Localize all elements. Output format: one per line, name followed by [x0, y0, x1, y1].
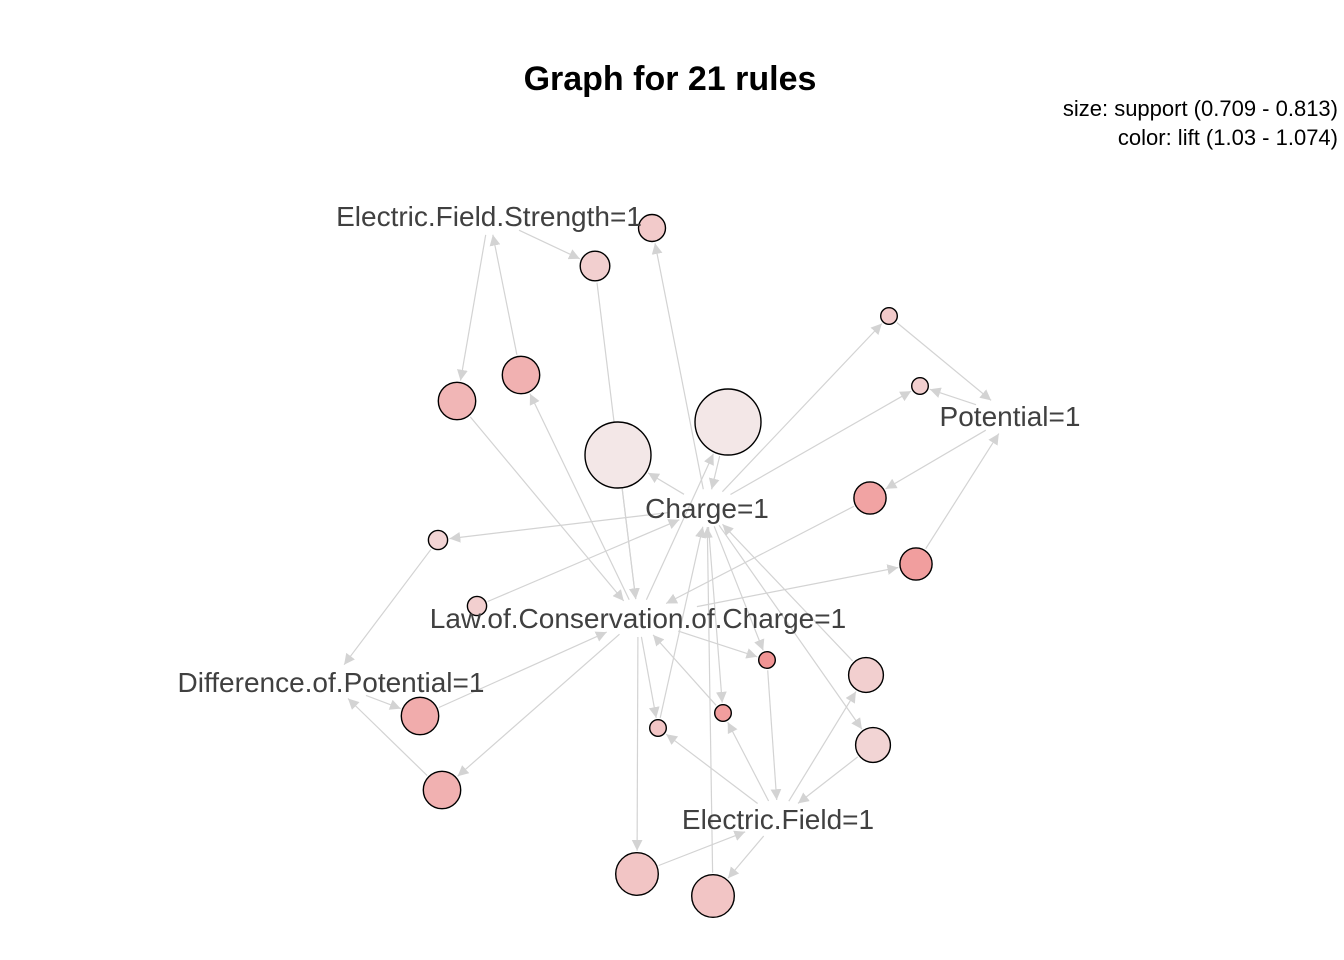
- item-label-diff: Difference.of.Potential=1: [178, 667, 485, 698]
- edge-ef-to-r14: [788, 691, 857, 802]
- edge-r6-to-efs: [489, 234, 518, 355]
- rule-node-r10: [899, 547, 933, 581]
- edge-r21-to-charge: [702, 526, 714, 873]
- edge-ef-to-r21: [727, 835, 765, 879]
- item-label-potential: Potential=1: [940, 401, 1081, 432]
- item-label-charge: Charge=1: [645, 493, 769, 524]
- edge-law-to-r15: [640, 636, 660, 719]
- edge-ef-to-r16: [727, 721, 770, 802]
- legend-size: size: support (0.709 - 0.813): [1063, 96, 1338, 121]
- edge-charge-to-r3: [721, 323, 883, 493]
- rule-node-r13: [758, 651, 777, 670]
- edge-potential-to-r4: [929, 387, 977, 406]
- edge-charge-to-r4: [730, 390, 912, 496]
- rule-nodes-layer: [400, 213, 933, 919]
- edge-r13-to-ef: [767, 670, 782, 801]
- item-label-law: Law.of.Conservation.of.Charge=1: [430, 603, 846, 634]
- edge-charge-to-r13: [713, 526, 765, 651]
- rule-node-r3: [880, 307, 899, 326]
- edge-r3-to-potential: [896, 322, 992, 401]
- edge-r7-to-law: [621, 489, 640, 600]
- edge-r14-to-charge: [722, 523, 854, 662]
- edge-efs-to-r2: [518, 229, 581, 260]
- rule-node-r17: [854, 726, 892, 764]
- rule-node-r4: [911, 377, 930, 396]
- rule-node-r20: [615, 852, 660, 897]
- edge-law-to-r6: [529, 393, 630, 601]
- rule-node-r1: [637, 213, 667, 243]
- edge-r9-to-law: [665, 505, 855, 605]
- item-label-efs: Electric.Field.Strength=1: [336, 201, 642, 232]
- edge-r11-to-diff: [343, 548, 432, 666]
- edges-layer: [343, 229, 1000, 879]
- edge-r12-to-charge: [487, 519, 680, 603]
- rule-node-r11: [427, 529, 449, 551]
- edge-r8-to-charge: [708, 455, 721, 490]
- rule-node-r19: [422, 770, 462, 810]
- edge-charge-to-r16: [707, 526, 727, 703]
- edge-charge-to-r7: [647, 472, 685, 495]
- rule-node-r21: [691, 874, 736, 919]
- edge-r15-to-charge: [659, 526, 706, 719]
- edge-r19-to-diff: [347, 698, 428, 777]
- legend-color: color: lift (1.03 - 1.074): [1118, 125, 1338, 150]
- edge-law-to-r20: [631, 636, 643, 851]
- graph-title: Graph for 21 rules: [524, 60, 817, 98]
- edge-efs-to-r5: [457, 234, 487, 381]
- rule-node-r6: [501, 355, 541, 395]
- rule-node-r9: [853, 481, 887, 515]
- rule-node-r5: [437, 381, 477, 421]
- edge-ef-to-r15: [665, 733, 758, 804]
- item-labels-layer: Electric.Field.Strength=1 Charge=1 Potenti…: [178, 201, 1081, 835]
- edge-charge-to-r1: [651, 243, 704, 490]
- rule-node-r15: [649, 719, 668, 738]
- edge-law-to-r19: [457, 633, 620, 777]
- edge-diff-to-r18: [365, 694, 401, 710]
- edge-law-to-r8: [645, 453, 714, 600]
- rule-node-r12: [466, 595, 488, 617]
- rule-node-r18: [400, 696, 440, 736]
- edge-law-to-r10: [696, 564, 899, 608]
- edge-charge-to-r11: [449, 512, 669, 543]
- rule-node-r16: [714, 704, 733, 723]
- edge-r20-to-ef: [658, 830, 746, 867]
- rule-node-r14: [847, 656, 885, 694]
- rule-node-r8: [694, 388, 762, 456]
- edge-r16-to-law: [652, 634, 717, 706]
- edge-potential-to-r9: [885, 429, 987, 490]
- edge-r10-to-potential: [925, 433, 1000, 550]
- edge-r5-to-law: [469, 416, 625, 602]
- edge-r18-to-law: [438, 631, 607, 709]
- edge-charge-to-r17: [718, 524, 863, 730]
- rule-node-r2: [579, 250, 611, 282]
- item-label-ef: Electric.Field=1: [682, 804, 874, 835]
- rule-node-r7: [584, 421, 652, 489]
- edge-r17-to-ef: [797, 756, 859, 804]
